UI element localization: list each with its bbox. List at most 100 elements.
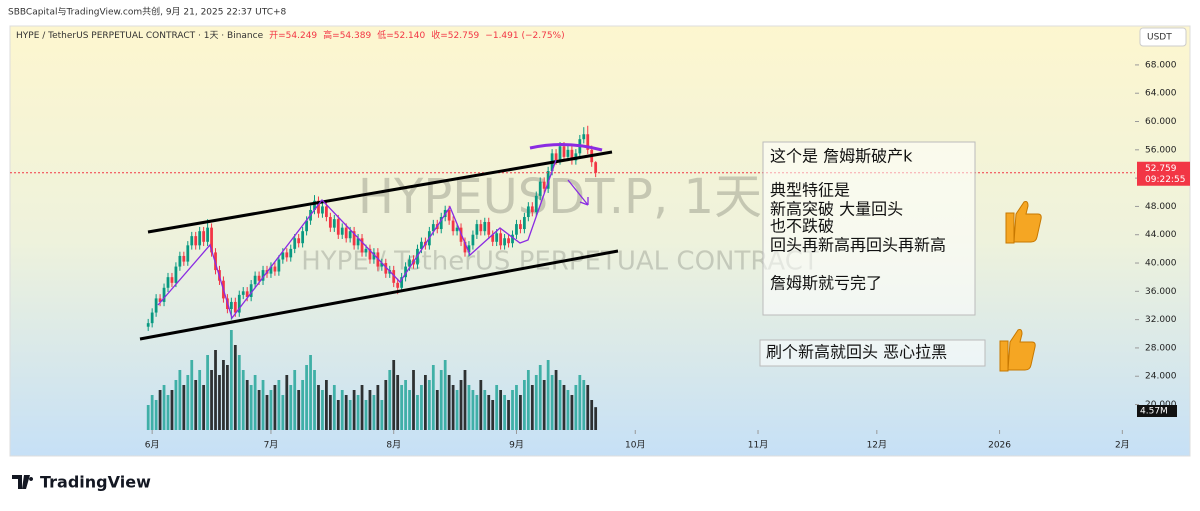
volume-bar bbox=[198, 370, 202, 430]
volume-bar bbox=[526, 370, 530, 430]
volume-bar bbox=[416, 395, 419, 430]
volume-bar bbox=[265, 395, 269, 430]
candle-body bbox=[344, 227, 348, 239]
candle-body bbox=[277, 259, 281, 272]
annotation-line: 詹姆斯就亏完了 bbox=[770, 274, 882, 293]
volume-bar bbox=[538, 365, 542, 430]
volume-bar bbox=[467, 385, 471, 430]
candle-body bbox=[174, 266, 178, 283]
volume-bar bbox=[431, 365, 435, 430]
x-tick-label: 2026 bbox=[988, 441, 1011, 451]
candle-body bbox=[360, 238, 364, 253]
volume-bar bbox=[293, 370, 297, 430]
volume-bar bbox=[273, 385, 277, 430]
candle-body bbox=[400, 277, 404, 288]
candle-body bbox=[301, 231, 305, 244]
y-tick-label: 64.000 bbox=[1145, 89, 1177, 99]
volume-bar bbox=[158, 390, 162, 430]
y-tick-label: 56.000 bbox=[1145, 145, 1177, 155]
volume-bar bbox=[285, 375, 289, 430]
zigzag bbox=[157, 159, 557, 320]
volume-bar bbox=[305, 365, 308, 430]
volume-bar bbox=[237, 355, 241, 430]
volume-bar bbox=[186, 375, 190, 430]
volume-bar bbox=[586, 385, 590, 430]
ohlc-low: 低=52.140 bbox=[377, 29, 425, 41]
volume-bar bbox=[360, 385, 364, 430]
candle-body bbox=[586, 134, 590, 150]
volume-bar bbox=[384, 380, 388, 430]
candle-body bbox=[293, 238, 297, 249]
volume-bar bbox=[166, 395, 170, 430]
volume-bar bbox=[233, 345, 237, 430]
candle-body bbox=[237, 294, 241, 313]
volume-bar bbox=[558, 380, 562, 430]
arrows bbox=[157, 142, 603, 320]
volume-bar bbox=[443, 360, 447, 430]
volume-bar bbox=[455, 390, 459, 430]
candle-body bbox=[249, 284, 253, 297]
volume-bar bbox=[594, 407, 598, 430]
volume-bar bbox=[202, 385, 206, 430]
candle-body bbox=[451, 220, 455, 232]
candle-body bbox=[364, 248, 368, 253]
candle-body bbox=[352, 231, 356, 246]
annotation-line: 回头再新高再回头再新高 bbox=[770, 236, 946, 255]
volume-bar bbox=[344, 395, 348, 430]
volume-bar bbox=[483, 390, 487, 430]
currency-box[interactable] bbox=[1139, 27, 1187, 47]
candle-body bbox=[479, 224, 483, 232]
candle-body bbox=[182, 255, 186, 262]
top-curve bbox=[529, 142, 603, 152]
volume-bar bbox=[229, 330, 233, 430]
candle-body bbox=[530, 206, 534, 213]
volume-bar bbox=[523, 380, 526, 430]
candle-body bbox=[566, 149, 570, 157]
volume-bar bbox=[150, 395, 154, 430]
candle-body bbox=[503, 238, 506, 246]
volume-bar bbox=[507, 400, 510, 430]
volume-bar bbox=[289, 385, 293, 430]
annotation-line: 典型特征是 bbox=[770, 181, 850, 200]
candle-body bbox=[261, 270, 265, 281]
x-tick-label: 10月 bbox=[625, 440, 645, 451]
chart-legend: HYPE / TetherUS PERPETUAL CONTRACT · 1天 … bbox=[16, 29, 565, 41]
candle-body bbox=[515, 224, 518, 235]
down-arrow bbox=[567, 179, 589, 206]
volume-bar bbox=[257, 390, 261, 430]
annotation-line: 这个是 詹姆斯破产k bbox=[770, 147, 913, 166]
ohlc-high: 高=54.389 bbox=[323, 29, 371, 41]
annotation-box bbox=[762, 141, 976, 316]
y-tick-label: 48.000 bbox=[1145, 202, 1177, 212]
candle-body bbox=[206, 227, 209, 242]
thumb-icon bbox=[1005, 201, 1042, 244]
candle-body bbox=[558, 146, 562, 161]
annotation-line: 新高突破 大量回头 bbox=[770, 200, 903, 219]
volume-bar bbox=[400, 385, 404, 430]
candle-body bbox=[467, 245, 471, 253]
candle-body bbox=[439, 217, 443, 230]
channel-upper bbox=[147, 150, 613, 234]
candle-body bbox=[380, 263, 384, 267]
y-tick-label: 40.000 bbox=[1145, 259, 1177, 269]
candle-body bbox=[241, 291, 245, 295]
note: 刷个新高就回头 恶心拉黑 bbox=[766, 343, 947, 362]
volume-bar bbox=[277, 380, 281, 430]
volume-bar bbox=[451, 385, 455, 430]
volume-bar bbox=[368, 390, 372, 430]
candle-body bbox=[431, 224, 435, 232]
candle-body bbox=[404, 266, 407, 278]
volume-bar bbox=[404, 380, 407, 430]
candle-body bbox=[190, 236, 194, 246]
volume-bar bbox=[515, 385, 518, 430]
volume-bar bbox=[408, 390, 411, 430]
candle-body bbox=[257, 275, 261, 281]
volume-bar bbox=[420, 385, 423, 430]
volume-bar bbox=[214, 350, 217, 430]
candle-body bbox=[594, 162, 598, 173]
candle-body bbox=[273, 266, 277, 272]
candle-body bbox=[253, 275, 257, 285]
candle-body bbox=[269, 266, 273, 274]
